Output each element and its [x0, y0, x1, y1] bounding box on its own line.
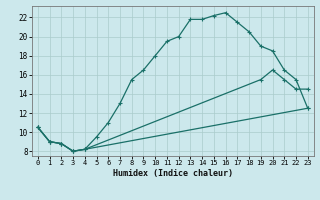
X-axis label: Humidex (Indice chaleur): Humidex (Indice chaleur) [113, 169, 233, 178]
